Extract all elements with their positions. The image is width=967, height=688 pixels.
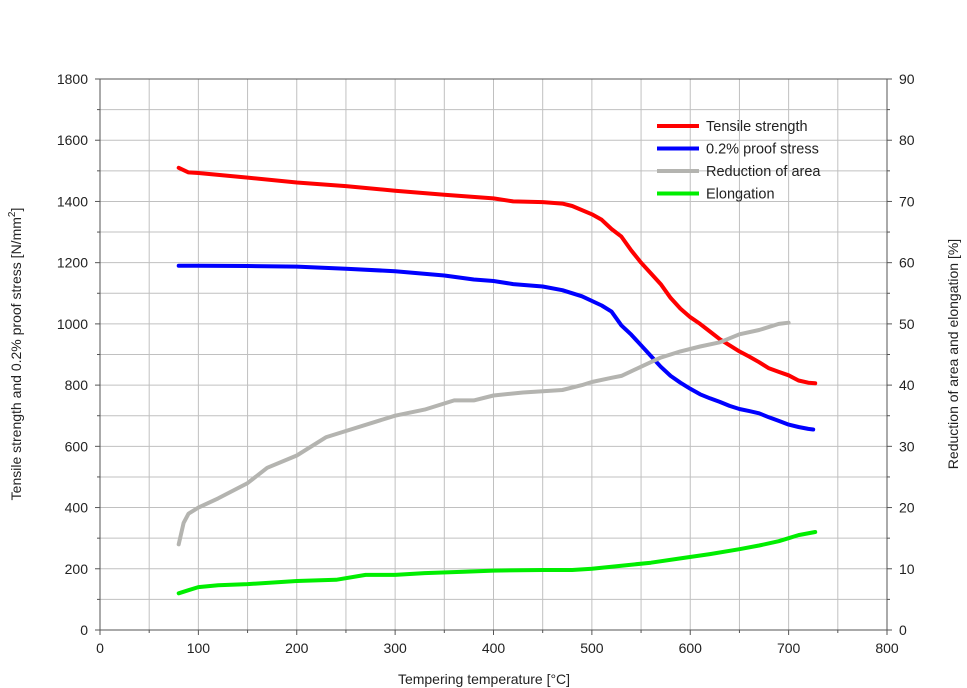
y-left-tick-label: 400	[65, 500, 89, 516]
legend-label-tensile-strength: Tensile strength	[706, 119, 808, 135]
y-left-tick-label: 0	[80, 622, 88, 638]
axes: 0 100 200 300 400 500 600 700 800020040060080010…	[57, 71, 915, 656]
legend: Tensile strength 0.2% proof stress Reducti…	[657, 119, 821, 203]
y-left-tick-label: 600	[65, 438, 89, 454]
x-tick-label: 700	[777, 640, 801, 656]
y-left-tick-label: 800	[65, 377, 89, 393]
x-tick-label: 500	[580, 640, 604, 656]
y-axis-left-label-end: ]	[8, 208, 24, 212]
y-axis-left-label-main: Tensile strength and 0.2% proof stress […	[8, 217, 24, 500]
y-axis-left-label: Tensile strength and 0.2% proof stress […	[7, 208, 24, 501]
x-tick-label: 0	[96, 640, 104, 656]
legend-label-0-2-proof-stress: 0.2% proof stress	[706, 142, 819, 158]
series-line-elongation	[176, 530, 818, 596]
y-left-tick-label: 1000	[57, 316, 88, 332]
series-group	[176, 165, 818, 596]
x-tick-label: 600	[679, 640, 703, 656]
legend-label-reduction-of-area: Reduction of area	[706, 164, 821, 180]
series-line-0-2-proof-stress	[176, 263, 816, 432]
y-left-tick-label: 1800	[57, 71, 88, 87]
y-right-tick-label: 20	[899, 500, 915, 516]
legend-label-elongation: Elongation	[706, 187, 775, 203]
series-line-reduction-of-area	[176, 320, 791, 547]
y-left-tick-label: 1200	[57, 255, 88, 271]
y-right-tick-label: 0	[899, 622, 907, 638]
x-axis-label: Tempering temperature [°C]	[398, 671, 570, 687]
x-tick-label: 300	[383, 640, 407, 656]
y-left-tick-label: 1400	[57, 193, 88, 209]
series-line-tensile-strength	[176, 165, 818, 386]
y-right-tick-label: 30	[899, 438, 915, 454]
x-tick-label: 100	[187, 640, 211, 656]
y-right-tick-label: 40	[899, 377, 915, 393]
y-right-tick-label: 10	[899, 561, 915, 577]
y-axis-right-label: Reduction of area and elongation [%]	[945, 239, 961, 469]
x-tick-label: 800	[875, 640, 899, 656]
y-left-tick-label: 1600	[57, 132, 88, 148]
x-tick-label: 400	[482, 640, 506, 656]
y-right-tick-label: 50	[899, 316, 915, 332]
y-right-tick-label: 60	[899, 255, 915, 271]
y-right-tick-label: 70	[899, 193, 915, 209]
y-left-tick-label: 200	[65, 561, 89, 577]
x-tick-label: 200	[285, 640, 309, 656]
y-right-tick-label: 80	[899, 132, 915, 148]
y-axis-left-label-superscript: 2	[7, 211, 18, 217]
grid	[100, 79, 887, 630]
y-right-tick-label: 90	[899, 71, 915, 87]
